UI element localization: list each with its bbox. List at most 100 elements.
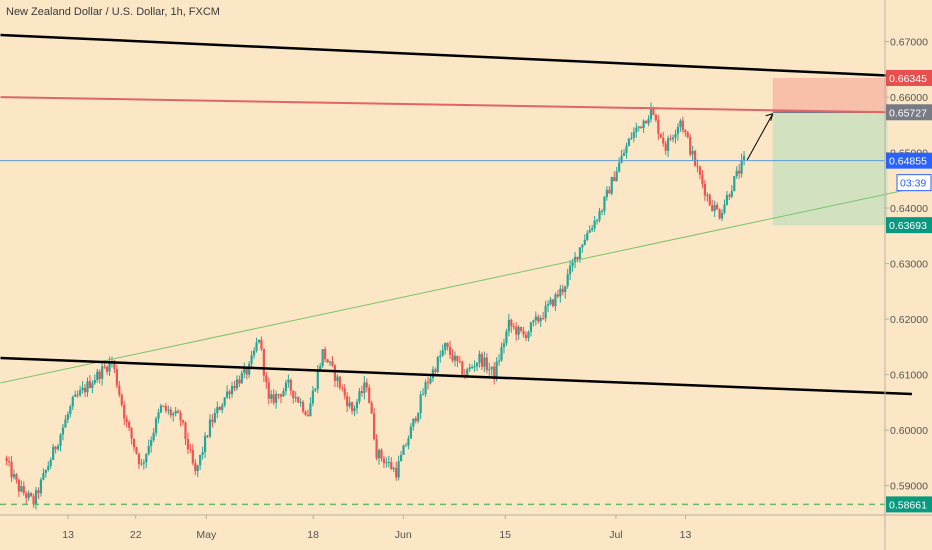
y-tick-label: 0.62000 (890, 314, 928, 326)
candle-body (654, 114, 657, 121)
candle-body (39, 479, 43, 494)
candle-body (69, 406, 72, 415)
candle-body (321, 349, 324, 367)
candle-body (103, 366, 106, 368)
candle-body (657, 120, 660, 134)
candle-body (164, 405, 167, 411)
candles (5, 102, 746, 510)
candle-body (742, 155, 746, 161)
candle-body (399, 454, 403, 462)
candle-body (466, 369, 469, 377)
candle-body (569, 265, 572, 275)
candle-body (145, 453, 148, 463)
x-tick-label: Jul (609, 529, 622, 541)
candle-body (297, 397, 300, 403)
candle-body (414, 418, 417, 422)
candle-body (693, 151, 697, 166)
candle-body (402, 445, 405, 455)
candle-body (708, 195, 711, 206)
candle-body (517, 326, 520, 335)
candle-body (208, 419, 212, 437)
candle-body (566, 274, 569, 287)
candle-body (681, 120, 684, 131)
candle-body (370, 402, 373, 414)
candle-body (184, 422, 187, 439)
candle-body (495, 361, 498, 380)
candle-body (679, 120, 682, 127)
candle-body (515, 326, 518, 335)
candle-body (96, 371, 99, 381)
candle-body (66, 414, 69, 420)
candle-body (716, 204, 719, 210)
candle-body (324, 349, 327, 360)
candle-body (123, 404, 126, 419)
candle-body (733, 176, 736, 192)
candle-body (226, 391, 229, 398)
candle-body (564, 286, 567, 293)
candle-body (723, 204, 726, 213)
candle-body (108, 361, 111, 372)
candle-body (674, 134, 677, 138)
candle-body (478, 353, 481, 363)
candle-body (306, 414, 310, 417)
candle-body (304, 411, 307, 415)
candle-body (213, 413, 216, 423)
candle-body (12, 474, 16, 478)
candle-body (218, 406, 221, 410)
candle-body (228, 391, 231, 395)
candle-body (279, 394, 283, 397)
candle-body (642, 120, 645, 129)
candle-body (630, 137, 633, 139)
candle-body (282, 391, 285, 397)
candle-body (319, 366, 322, 371)
candle-body (262, 348, 265, 376)
y-tick-label: 0.63000 (890, 259, 928, 271)
candle-body (546, 303, 550, 306)
candle-body (625, 145, 628, 154)
candle-body (79, 390, 82, 396)
candle-body (42, 473, 45, 480)
candle-body (730, 191, 733, 197)
candle-body (534, 316, 537, 321)
candle-body (299, 401, 302, 403)
candle-body (461, 361, 464, 376)
candle-body (191, 449, 194, 464)
candle-body (25, 493, 28, 498)
candle-body (667, 138, 670, 151)
candle-body (696, 165, 699, 167)
candle-body (576, 256, 579, 260)
candle-body (137, 453, 141, 464)
candle-body (622, 153, 626, 156)
candle-body (510, 319, 513, 327)
candle-body (448, 346, 452, 355)
candle-body (571, 262, 574, 266)
projection-arrow (746, 113, 774, 161)
candle-body (27, 493, 30, 498)
candle-body (91, 383, 94, 388)
candle-body (556, 294, 559, 297)
candle-body (49, 459, 52, 467)
candle-body (201, 452, 204, 455)
candle-body (56, 445, 60, 450)
candle-body (635, 127, 638, 133)
candle-body (76, 394, 79, 396)
candle-body (250, 355, 253, 364)
price-label-box (886, 496, 932, 513)
candle-body (98, 371, 101, 379)
candle-body (610, 177, 613, 194)
candle-body (691, 151, 694, 155)
candle-body (490, 366, 493, 370)
candle-body (248, 363, 251, 375)
candle-body (439, 355, 442, 358)
candle-body (618, 162, 621, 172)
candle-body (706, 195, 709, 197)
candle-body (294, 397, 297, 399)
candle-body (735, 170, 738, 177)
candle-body (37, 490, 40, 494)
candle-body (559, 288, 562, 297)
candle-body (86, 381, 89, 393)
candle-body (252, 350, 256, 356)
candle-body (676, 126, 680, 135)
